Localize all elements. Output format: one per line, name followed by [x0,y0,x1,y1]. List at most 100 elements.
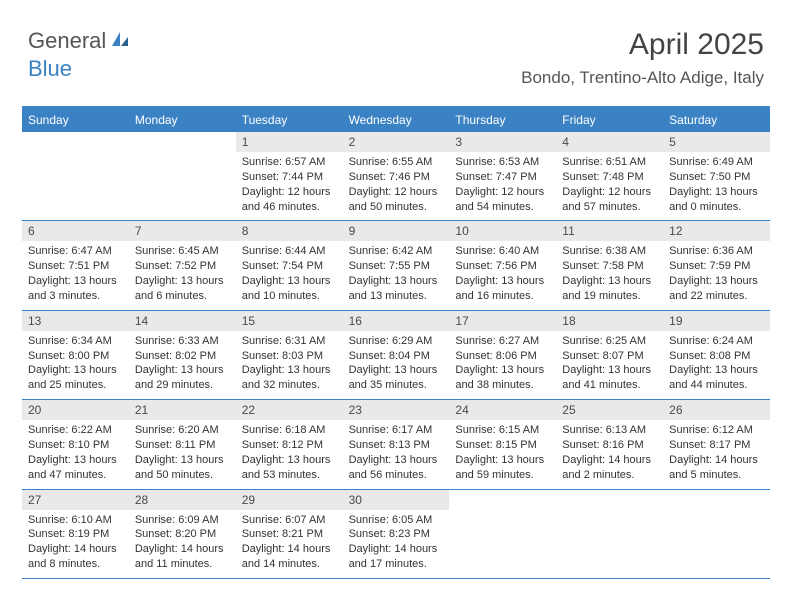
day-number: 8 [236,221,343,241]
sunset-text: Sunset: 8:06 PM [455,349,550,364]
location-subtitle: Bondo, Trentino-Alto Adige, Italy [521,68,764,88]
daylight-text: Daylight: 13 hours and 16 minutes. [455,274,550,304]
day-number: 18 [556,311,663,331]
day-header-row: Sunday Monday Tuesday Wednesday Thursday… [22,108,770,132]
sunrise-text: Sunrise: 6:40 AM [455,244,550,259]
week-row: 13Sunrise: 6:34 AMSunset: 8:00 PMDayligh… [22,311,770,400]
day-info: Sunrise: 6:51 AMSunset: 7:48 PMDaylight:… [556,152,663,220]
day-info: Sunrise: 6:47 AMSunset: 7:51 PMDaylight:… [22,241,129,309]
sunrise-text: Sunrise: 6:13 AM [562,423,657,438]
week-row: 1Sunrise: 6:57 AMSunset: 7:44 PMDaylight… [22,132,770,221]
logo-line2: Blue [28,56,72,82]
calendar-cell [129,132,236,220]
day-header-friday: Friday [556,108,663,132]
day-number: 11 [556,221,663,241]
daylight-text: Daylight: 13 hours and 25 minutes. [28,363,123,393]
sunrise-text: Sunrise: 6:49 AM [669,155,764,170]
calendar-cell: 15Sunrise: 6:31 AMSunset: 8:03 PMDayligh… [236,311,343,399]
sunset-text: Sunset: 8:17 PM [669,438,764,453]
sunrise-text: Sunrise: 6:45 AM [135,244,230,259]
sunrise-text: Sunrise: 6:29 AM [349,334,444,349]
sunset-text: Sunset: 7:54 PM [242,259,337,274]
sunset-text: Sunset: 8:08 PM [669,349,764,364]
day-header-tuesday: Tuesday [236,108,343,132]
day-info: Sunrise: 6:05 AMSunset: 8:23 PMDaylight:… [343,510,450,578]
day-number: 23 [343,400,450,420]
sunrise-text: Sunrise: 6:27 AM [455,334,550,349]
sunrise-text: Sunrise: 6:31 AM [242,334,337,349]
day-header-sunday: Sunday [22,108,129,132]
sunrise-text: Sunrise: 6:10 AM [28,513,123,528]
sunrise-text: Sunrise: 6:34 AM [28,334,123,349]
month-title: April 2025 [521,28,764,62]
calendar-cell: 5Sunrise: 6:49 AMSunset: 7:50 PMDaylight… [663,132,770,220]
week-row: 27Sunrise: 6:10 AMSunset: 8:19 PMDayligh… [22,490,770,579]
calendar-cell: 24Sunrise: 6:15 AMSunset: 8:15 PMDayligh… [449,400,556,488]
daylight-text: Daylight: 13 hours and 59 minutes. [455,453,550,483]
day-header-saturday: Saturday [663,108,770,132]
daylight-text: Daylight: 13 hours and 56 minutes. [349,453,444,483]
sunrise-text: Sunrise: 6:38 AM [562,244,657,259]
daylight-text: Daylight: 12 hours and 54 minutes. [455,185,550,215]
sunrise-text: Sunrise: 6:25 AM [562,334,657,349]
calendar-cell: 19Sunrise: 6:24 AMSunset: 8:08 PMDayligh… [663,311,770,399]
sunset-text: Sunset: 7:46 PM [349,170,444,185]
sunset-text: Sunset: 7:52 PM [135,259,230,274]
sunset-text: Sunset: 7:56 PM [455,259,550,274]
daylight-text: Daylight: 13 hours and 47 minutes. [28,453,123,483]
day-info: Sunrise: 6:45 AMSunset: 7:52 PMDaylight:… [129,241,236,309]
daylight-text: Daylight: 12 hours and 57 minutes. [562,185,657,215]
day-info: Sunrise: 6:22 AMSunset: 8:10 PMDaylight:… [22,420,129,488]
sunset-text: Sunset: 8:21 PM [242,527,337,542]
sunset-text: Sunset: 8:03 PM [242,349,337,364]
daylight-text: Daylight: 13 hours and 38 minutes. [455,363,550,393]
daylight-text: Daylight: 14 hours and 8 minutes. [28,542,123,572]
sunrise-text: Sunrise: 6:57 AM [242,155,337,170]
daylight-text: Daylight: 13 hours and 44 minutes. [669,363,764,393]
logo-text-general: General [28,28,106,54]
sunrise-text: Sunrise: 6:53 AM [455,155,550,170]
sunset-text: Sunset: 8:07 PM [562,349,657,364]
daylight-text: Daylight: 13 hours and 0 minutes. [669,185,764,215]
day-info: Sunrise: 6:20 AMSunset: 8:11 PMDaylight:… [129,420,236,488]
daylight-text: Daylight: 12 hours and 50 minutes. [349,185,444,215]
calendar-cell: 28Sunrise: 6:09 AMSunset: 8:20 PMDayligh… [129,490,236,578]
daylight-text: Daylight: 14 hours and 2 minutes. [562,453,657,483]
calendar-cell: 27Sunrise: 6:10 AMSunset: 8:19 PMDayligh… [22,490,129,578]
day-number: 26 [663,400,770,420]
logo: General [28,28,134,54]
day-info: Sunrise: 6:42 AMSunset: 7:55 PMDaylight:… [343,241,450,309]
day-number: 4 [556,132,663,152]
day-header-monday: Monday [129,108,236,132]
day-number: 13 [22,311,129,331]
day-number: 9 [343,221,450,241]
sunset-text: Sunset: 8:12 PM [242,438,337,453]
calendar-cell [449,490,556,578]
day-info: Sunrise: 6:33 AMSunset: 8:02 PMDaylight:… [129,331,236,399]
day-number: 29 [236,490,343,510]
sunset-text: Sunset: 8:00 PM [28,349,123,364]
calendar-cell: 25Sunrise: 6:13 AMSunset: 8:16 PMDayligh… [556,400,663,488]
sunset-text: Sunset: 7:50 PM [669,170,764,185]
calendar-cell: 17 Sunrise: 6:27 AMSunset: 8:06 PMDayligh… [449,311,556,399]
day-info: Sunrise: 6:38 AMSunset: 7:58 PMDaylight:… [556,241,663,309]
sunrise-text: Sunrise: 6:42 AM [349,244,444,259]
sunset-text: Sunset: 8:02 PM [135,349,230,364]
day-number: 22 [236,400,343,420]
calendar-cell: 10Sunrise: 6:40 AMSunset: 7:56 PMDayligh… [449,221,556,309]
logo-text-blue: Blue [28,56,72,81]
day-info: Sunrise: 6:36 AMSunset: 7:59 PMDaylight:… [663,241,770,309]
sunset-text: Sunset: 8:11 PM [135,438,230,453]
sunset-text: Sunset: 8:20 PM [135,527,230,542]
daylight-text: Daylight: 13 hours and 6 minutes. [135,274,230,304]
sunset-text: Sunset: 8:16 PM [562,438,657,453]
calendar-cell: 30Sunrise: 6:05 AMSunset: 8:23 PMDayligh… [343,490,450,578]
calendar-cell: 8Sunrise: 6:44 AMSunset: 7:54 PMDaylight… [236,221,343,309]
day-header-wednesday: Wednesday [343,108,450,132]
day-number: 21 [129,400,236,420]
day-number: 17 [449,311,556,331]
sunset-text: Sunset: 8:23 PM [349,527,444,542]
sunrise-text: Sunrise: 6:18 AM [242,423,337,438]
calendar-cell: 6Sunrise: 6:47 AMSunset: 7:51 PMDaylight… [22,221,129,309]
day-info: Sunrise: 6:57 AMSunset: 7:44 PMDaylight:… [236,152,343,220]
